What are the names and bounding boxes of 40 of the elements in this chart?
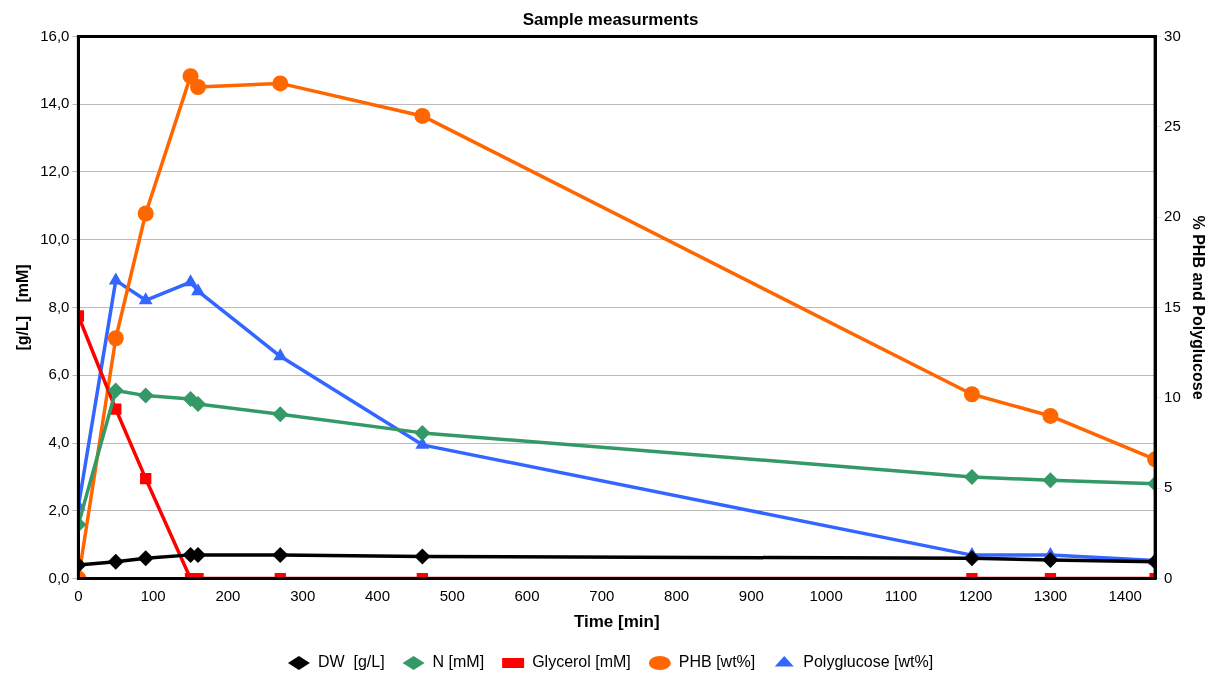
x-tick-label: 200 bbox=[215, 586, 241, 604]
y-tick-label: 12,0 bbox=[40, 162, 70, 180]
legend-label: Glycerol [mM] bbox=[532, 653, 631, 671]
x-tick-label: 1400 bbox=[1108, 586, 1142, 604]
x-tick-label: 400 bbox=[364, 586, 390, 604]
y-tick-label: 16,0 bbox=[40, 26, 70, 44]
y2-tick-label: 15 bbox=[1164, 297, 1181, 315]
x-tick-label: 600 bbox=[514, 586, 540, 604]
x-tick-label: 0 bbox=[74, 586, 83, 604]
y2-tick-label: 30 bbox=[1164, 26, 1181, 44]
x-tick-label: 1300 bbox=[1033, 586, 1068, 604]
x-tick-label: 900 bbox=[738, 586, 764, 604]
y-tick-label: 14,0 bbox=[40, 94, 70, 112]
y-tick-label: 2,0 bbox=[48, 500, 70, 518]
legend-label: DW [g/L] bbox=[317, 653, 385, 671]
y2-tick-label: 5 bbox=[1164, 478, 1173, 496]
y-tick-label: 0,0 bbox=[48, 568, 70, 586]
legend-label: N [mM] bbox=[432, 653, 485, 671]
legend-label: Polyglucose [wt%] bbox=[803, 653, 934, 671]
legend-label: PHB [wt%] bbox=[678, 653, 756, 671]
x-tick-label: 700 bbox=[589, 586, 615, 604]
x-tick-label: 500 bbox=[439, 586, 465, 604]
x-tick-label: 1100 bbox=[884, 586, 918, 604]
y-tick-label: 6,0 bbox=[48, 365, 70, 383]
y2-axis-title: % PHB and Polyglucose bbox=[1189, 215, 1207, 400]
x-tick-label: 1200 bbox=[958, 586, 993, 604]
x-tick-label: 800 bbox=[664, 586, 690, 604]
y2-tick-label: 10 bbox=[1164, 388, 1181, 406]
x-tick-label: 100 bbox=[140, 586, 166, 604]
y-tick-label: 4,0 bbox=[48, 433, 70, 451]
x-axis-title: Time [min] bbox=[573, 612, 660, 632]
y-tick-label: 8,0 bbox=[48, 297, 70, 315]
chart-title: Sample measurments bbox=[522, 9, 699, 29]
y2-tick-label: 0 bbox=[1164, 568, 1173, 586]
x-tick-label: 1000 bbox=[809, 586, 843, 604]
y-axis-title: [g/L] [mM] bbox=[14, 264, 32, 351]
y2-tick-label: 20 bbox=[1164, 207, 1181, 225]
y2-tick-label: 25 bbox=[1164, 116, 1181, 134]
x-tick-label: 300 bbox=[290, 586, 316, 604]
y-tick-label: 10,0 bbox=[40, 229, 70, 247]
